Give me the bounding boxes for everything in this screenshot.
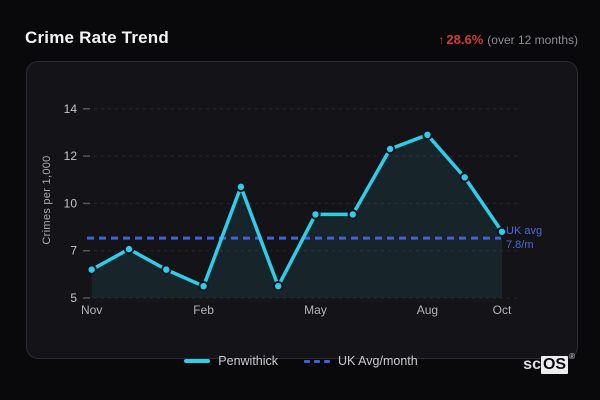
data-point-jan[interactable] <box>161 264 172 275</box>
data-point-aug[interactable] <box>422 129 433 141</box>
data-point-jun[interactable] <box>347 209 358 220</box>
data-point-nov[interactable] <box>86 264 97 275</box>
data-point-oct[interactable] <box>496 226 508 237</box>
uk-avg-annotation-line1: UK avg <box>506 225 543 237</box>
scos-logo: sc OS ® <box>523 352 575 374</box>
x-tick-label: Nov <box>81 303 102 317</box>
logo-prefix: sc <box>523 356 541 373</box>
y-tick-label: 7 <box>70 244 77 258</box>
data-point-apr[interactable] <box>273 280 284 292</box>
uk-avg-dash-swatch-icon <box>304 359 331 363</box>
uk-avg-annotation: UK avg 7.8/m <box>506 224 542 252</box>
data-point-mar[interactable] <box>235 181 247 193</box>
penwithick-line-swatch-icon <box>184 359 211 363</box>
chart-panel: 5 7 10 12 14 Nov Feb May Aug Oct Crimes per 1,000… <box>26 61 578 359</box>
x-tick-label: Aug <box>417 303 438 317</box>
y-axis-label: Crimes per 1,000 <box>41 155 53 245</box>
area-fill <box>91 134 502 298</box>
trend-indicator: ↑ 28.6% (over 12 months) <box>438 32 578 47</box>
logo-suffix: OS <box>540 356 569 374</box>
x-tick-label: May <box>304 303 327 317</box>
page-title: Crime Rate Trend <box>25 28 169 47</box>
data-point-jul[interactable] <box>384 143 396 155</box>
registered-trademark-icon: ® <box>569 352 575 361</box>
y-tick-label: 12 <box>64 149 78 163</box>
legend-label-uk-avg: UK Avg/month <box>338 354 418 368</box>
penwithick-line <box>89 133 504 288</box>
legend-item-penwithick[interactable]: Penwithick <box>184 354 278 368</box>
legend: Penwithick UK Avg/month <box>26 354 576 368</box>
x-tick-label: Feb <box>193 303 214 317</box>
trend-up-arrow-icon: ↑ <box>438 33 445 47</box>
y-tick-label: 10 <box>64 196 78 210</box>
legend-item-uk-avg[interactable]: UK Avg/month <box>304 354 418 368</box>
data-point-feb[interactable] <box>198 280 209 292</box>
crime-trend-chart: 5 7 10 12 14 Nov Feb May Aug Oct <box>64 102 517 317</box>
y-tick-label: 14 <box>64 102 78 116</box>
legend-label-penwithick: Penwithick <box>218 354 279 368</box>
data-point-dec[interactable] <box>123 243 135 255</box>
data-point-sep[interactable] <box>459 172 470 183</box>
trend-percentage: 28.6% <box>446 32 484 47</box>
x-tick-label: Oct <box>493 303 512 317</box>
uk-avg-annotation-line2: 7.8/m <box>506 239 534 251</box>
y-tick-label: 5 <box>70 291 77 305</box>
data-point-may[interactable] <box>310 209 321 220</box>
trend-period: (over 12 months) <box>487 33 578 47</box>
